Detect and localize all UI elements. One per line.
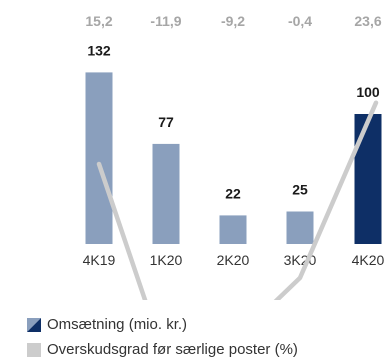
bar-1k20 [152,143,180,244]
bar-value-label: 132 [87,42,111,58]
category-label: 4K19 [83,252,116,268]
bar-4k20 [354,114,382,244]
legend-label-revenue: Omsætning (mio. kr.) [47,316,188,333]
category-label: 4K20 [352,252,385,268]
bar-2k20 [219,215,247,244]
margin-value-label: -11,9 [150,13,181,29]
margin-swatch-icon [27,343,41,357]
bar-4k19 [85,72,113,245]
margin-value-label: -9,2 [221,13,245,29]
category-label: 1K20 [150,252,183,268]
margin-line [96,100,379,300]
legend-item-revenue: Omsætning (mio. kr.) [27,316,377,336]
bar-3k20 [286,211,314,244]
revenue-swatch-icon [27,318,41,332]
margin-value-label: 15,2 [85,13,112,29]
margin-value-label: 23,6 [354,13,381,29]
bar-value-label: 22 [225,185,241,201]
legend-label-margin: Overskudsgrad før særlige poster (%) [47,341,298,358]
bar-value-label: 100 [356,84,380,100]
bar-value-label: 77 [158,114,174,130]
margin-value-label: -0,4 [288,13,312,29]
bar-value-label: 25 [292,182,308,198]
legend-item-margin: Overskudsgrad før særlige poster (%) [27,341,377,361]
category-label: 2K20 [217,252,250,268]
